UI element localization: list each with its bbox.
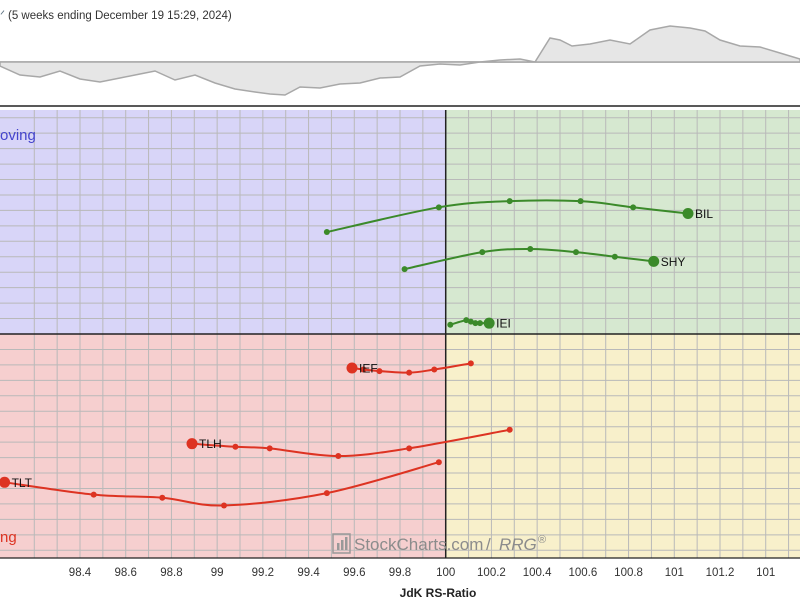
series-tlh-point: [266, 445, 273, 452]
watermark-brand: StockCharts.com: [354, 535, 483, 554]
series-shy[interactable]: SHY: [401, 246, 686, 273]
quadrant-label-lagging: ng: [0, 529, 17, 546]
series-tlh-point: [232, 443, 239, 450]
quadrant-label-improving: oving: [0, 127, 36, 144]
series-iei-point: [467, 318, 474, 325]
series-shy-head[interactable]: [648, 255, 660, 267]
x-tick-label: 100.4: [523, 567, 552, 579]
series-tlt-label: TLT: [12, 476, 33, 490]
chart-title: (5 weeks ending December 19 15:29, 2024): [8, 10, 232, 22]
x-axis-ticks: 98.4 98.6 98.8 99 99.2 99.4 99.6 99.8 100 100.2 10…: [69, 567, 776, 579]
x-axis-label: JdK RS-Ratio: [400, 586, 477, 600]
series-bil-label: BIL: [695, 207, 713, 221]
series-tlt-point: [221, 502, 227, 509]
x-tick-label: 98.6: [115, 567, 137, 579]
watermark-product: RRG: [499, 535, 537, 554]
x-tick-label: 99: [211, 567, 224, 579]
series-ief-point: [406, 369, 413, 376]
series-iei-label: IEI: [496, 317, 511, 331]
title-cut-glyph: ᐟ: [0, 8, 5, 22]
series-tlt-point: [435, 459, 442, 466]
series-bil-point: [323, 229, 330, 236]
series-bil-point: [630, 204, 637, 211]
series-bil-point: [435, 204, 442, 211]
series-iei[interactable]: IEI: [447, 317, 511, 331]
watermark-separator: /: [486, 535, 491, 554]
series-shy-point: [479, 249, 486, 256]
x-tick-label: 100.8: [614, 567, 643, 579]
series-bil-point: [506, 198, 513, 205]
x-tick-label: 100.2: [477, 567, 506, 579]
stockcharts-logo-icon: [332, 533, 351, 554]
series-shy-point: [573, 249, 579, 256]
series-tlh-point: [406, 445, 413, 452]
x-tick-label: 101.2: [706, 567, 735, 579]
x-tick-label: 98.4: [69, 567, 92, 579]
x-tick-label: 98.8: [160, 567, 182, 579]
series-shy-label: SHY: [661, 255, 686, 269]
series-ief-point: [467, 360, 474, 367]
series-layer: BIL SHY IEI IEF TLH TLT: [0, 198, 713, 509]
series-tlh[interactable]: TLH: [186, 426, 513, 460]
series-ief-head[interactable]: [346, 362, 358, 374]
series-ief-point: [376, 368, 383, 375]
watermark: StockCharts.com / RRG ®: [332, 533, 546, 554]
series-iei-point: [477, 320, 483, 327]
series-tlt[interactable]: TLT: [0, 459, 442, 509]
x-tick-label: 100: [436, 567, 455, 579]
series-tlt-point: [90, 491, 97, 498]
quadrant-improving: [0, 110, 446, 334]
watermark-mark: ®: [538, 534, 546, 546]
series-tlh-head[interactable]: [186, 438, 198, 450]
benchmark-sparkline: [0, 25, 800, 96]
series-tlh-point: [506, 426, 513, 433]
series-shy-point: [401, 266, 408, 273]
series-ief-point: [431, 366, 438, 373]
x-tick-label: 99.4: [297, 567, 320, 579]
x-tick-label: 101: [665, 567, 684, 579]
series-iei-point: [447, 321, 454, 328]
x-tick-label: 101: [756, 567, 775, 579]
series-ief-label: IEF: [359, 361, 378, 375]
quadrant-weakening: [445, 334, 800, 558]
series-iei-point: [463, 317, 470, 324]
series-iei-head[interactable]: [483, 317, 495, 329]
x-tick-label: 99.2: [252, 567, 274, 579]
series-tlh-label: TLH: [199, 437, 222, 451]
series-bil-head[interactable]: [682, 208, 694, 220]
series-ief-point: [360, 366, 367, 373]
series-shy-point: [611, 253, 618, 260]
series-tlt-point: [159, 494, 166, 501]
series-tlt-tail: [4, 461, 440, 507]
series-iei-point: [472, 320, 479, 327]
series-tlt-point: [323, 490, 330, 497]
x-tick-label: 99.8: [389, 567, 411, 579]
series-bil[interactable]: BIL: [323, 198, 713, 236]
x-tick-label: 99.6: [343, 567, 365, 579]
x-tick-label: 100.6: [568, 567, 597, 579]
quadrant-leading: [445, 110, 800, 334]
series-shy-point: [527, 246, 534, 253]
series-tlh-point: [335, 453, 342, 460]
center-lines: [0, 110, 800, 559]
series-tlt-head[interactable]: [0, 476, 11, 488]
series-ief[interactable]: IEF: [346, 360, 474, 376]
series-bil-point: [577, 198, 584, 205]
